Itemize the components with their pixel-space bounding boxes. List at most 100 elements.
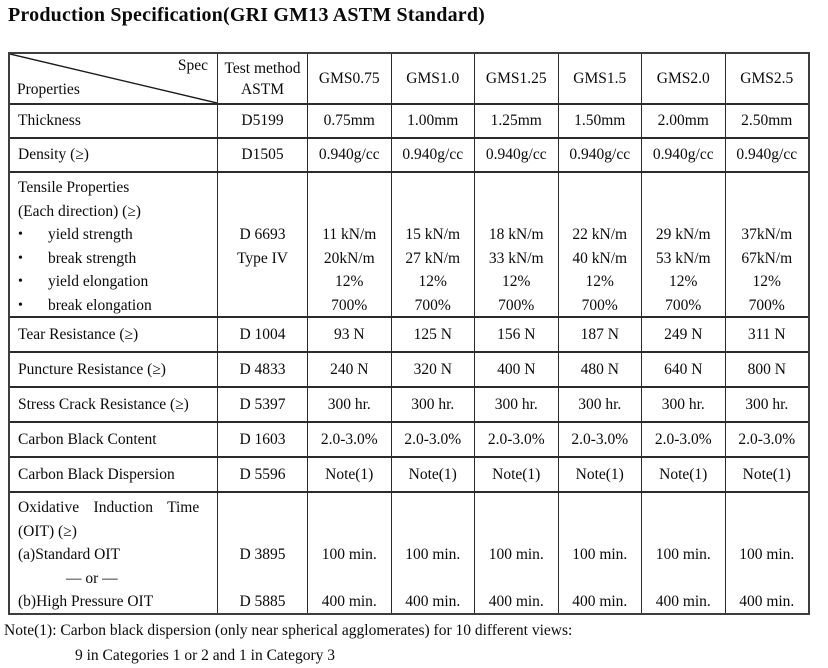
- column-header-gms1-5: GMS1.5: [557, 54, 642, 103]
- bullet-icon: •: [18, 274, 23, 289]
- property-cell: Puncture Resistance (≥): [18, 360, 166, 378]
- property-cell: Tear Resistance (≥): [18, 325, 139, 343]
- value-cell-gms1-25: 300 hr.: [474, 388, 558, 421]
- row-tensile-properties: Tensile Properties (Each direction) (≥) • y…: [10, 171, 808, 316]
- value-cell-gms0-75: 93 N: [307, 318, 391, 351]
- spec-table: Spec Properties Test method ASTM GMS0.75…: [8, 52, 810, 615]
- method-cell: D 5397: [217, 388, 307, 421]
- value-cell-gms1-5: 22 kN/m 40 kN/m 12% 700%: [557, 173, 642, 316]
- value-cell-gms1-5: 480 N: [557, 353, 642, 386]
- column-header-gms1-25: GMS1.25: [474, 54, 558, 103]
- corner-properties-label: Properties: [17, 81, 80, 98]
- value-cell-gms0-75: Note(1): [307, 458, 391, 491]
- value-cell-gms1-0: 320 N: [390, 353, 475, 386]
- bullet-icon: •: [18, 297, 23, 313]
- method-cell: D1505: [217, 139, 307, 171]
- method-cell: D 3895 D 5885: [217, 493, 307, 613]
- value-cell-gms1-0: Note(1): [390, 458, 475, 491]
- bullet-item-label: break strength: [48, 249, 137, 267]
- method-cell: D 5596: [217, 458, 307, 491]
- bullet-icon: •: [18, 227, 23, 242]
- property-cell: Carbon Black Dispersion: [18, 465, 175, 483]
- value-cell-gms2-0: Note(1): [641, 458, 725, 491]
- method-cell: D 4833: [217, 353, 307, 386]
- table-body: Thickness D5199 0.75mm 1.00mm 1.25mm 1.50mm 2.…: [10, 103, 808, 613]
- property-cell: Density (≥): [18, 146, 89, 163]
- value-cell-gms0-75: 240 N: [307, 353, 391, 386]
- column-header-gms2-0: GMS2.0: [641, 54, 725, 103]
- column-header-gms1-0: GMS1.0: [390, 54, 475, 103]
- row-carbon-black-dispersion: Carbon Black Dispersion D 5596 Note(1) Note…: [10, 456, 808, 491]
- value-cell-gms1-0: 1.00mm: [390, 105, 475, 137]
- value-cell-gms1-5: 187 N: [557, 318, 642, 351]
- row-header: Spec Properties Test method ASTM GMS0.75…: [10, 54, 808, 103]
- corner-cell: Spec Properties: [10, 54, 217, 103]
- value-cell-gms1-5: 1.50mm: [557, 105, 642, 137]
- value-cell-gms2-5: 2.0-3.0%: [724, 423, 809, 456]
- value-cell-gms1-0: 100 min. 400 min.: [390, 493, 475, 613]
- value-cell-gms1-25: 18 kN/m 33 kN/m 12% 700%: [474, 173, 558, 316]
- value-cell-gms2-5: 311 N: [724, 318, 809, 351]
- bullet-item-label: break elongation: [48, 296, 152, 314]
- value-cell-gms0-75: 0.75mm: [307, 105, 391, 137]
- value-cell-gms2-0: 29 kN/m 53 kN/m 12% 700%: [641, 173, 725, 316]
- value-cell-gms1-5: 0.940g/cc: [557, 139, 642, 171]
- corner-spec-label: Spec: [177, 57, 208, 74]
- note-line-1: Note(1): Carbon black dispersion (only n…: [4, 622, 573, 639]
- notes: Note(1): Carbon black dispersion (only n…: [4, 618, 572, 668]
- bullet-item-label: yield elongation: [48, 273, 149, 290]
- value-cell-gms1-25: Note(1): [474, 458, 558, 491]
- note-line-2: 9 in Categories 1 or 2 and 1 in Category…: [75, 647, 336, 664]
- value-cell-gms2-5: 37kN/m 67kN/m 12% 700%: [724, 173, 809, 316]
- page-title: Production Specification(GRI GM13 ASTM S…: [8, 4, 486, 26]
- value-cell-gms2-0: 100 min. 400 min.: [641, 493, 725, 613]
- value-cell-gms2-5: 100 min. 400 min.: [724, 493, 809, 613]
- property-cell: Tensile Properties (Each direction) (≥) • y…: [10, 173, 217, 316]
- value-cell-gms1-0: 2.0-3.0%: [390, 423, 475, 456]
- value-cell-gms2-0: 2.00mm: [641, 105, 725, 137]
- value-cell-gms1-0: 15 kN/m 27 kN/m 12% 700%: [390, 173, 475, 316]
- method-cell: D 6693 Type IV: [217, 173, 307, 316]
- value-cell-gms1-25: 0.940g/cc: [474, 139, 558, 171]
- bullet-item-label: yield strength: [48, 226, 133, 243]
- test-method-header-cell: Test method ASTM: [217, 54, 307, 103]
- method-cell: D 1004: [217, 318, 307, 351]
- value-cell-gms1-0: 300 hr.: [390, 388, 475, 421]
- value-cell-gms1-25: 2.0-3.0%: [474, 423, 558, 456]
- value-cell-gms1-5: 2.0-3.0%: [557, 423, 642, 456]
- value-cell-gms2-5: 2.50mm: [724, 105, 809, 137]
- value-cell-gms2-0: 2.0-3.0%: [641, 423, 725, 456]
- diagonal-divider-line: [10, 54, 217, 103]
- value-cell-gms0-75: 300 hr.: [307, 388, 391, 421]
- value-cell-gms2-5: 300 hr.: [724, 388, 809, 421]
- value-cell-gms2-0: 0.940g/cc: [641, 139, 725, 171]
- value-cell-gms2-5: 800 N: [724, 353, 809, 386]
- value-cell-gms2-0: 640 N: [641, 353, 725, 386]
- value-cell-gms1-25: 156 N: [474, 318, 558, 351]
- value-cell-gms1-25: 400 N: [474, 353, 558, 386]
- row-thickness: Thickness D5199 0.75mm 1.00mm 1.25mm 1.50mm 2.…: [10, 103, 808, 137]
- column-header-gms2-5: GMS2.5: [724, 54, 809, 103]
- row-density: Density (≥) D1505 0.940g/cc 0.940g/cc 0.940g…: [10, 137, 808, 171]
- value-cell-gms1-5: Note(1): [557, 458, 642, 491]
- value-cell-gms2-0: 249 N: [641, 318, 725, 351]
- column-header-gms0-75: GMS0.75: [307, 54, 391, 103]
- method-cell: D5199: [217, 105, 307, 137]
- property-cell: Carbon Black Content: [18, 430, 157, 448]
- value-cell-gms0-75: 11 kN/m 20kN/m 12% 700%: [307, 173, 391, 316]
- value-cell-gms0-75: 0.940g/cc: [307, 139, 391, 171]
- row-carbon-black-content: Carbon Black Content D 1603 2.0-3.0% 2.0-3.…: [10, 421, 808, 456]
- row-stress-crack-resistance: Stress Crack Resistance (≥) D 5397 300 hr.…: [10, 386, 808, 421]
- value-cell-gms0-75: 100 min. 400 min.: [307, 493, 391, 613]
- astm-header-line: ASTM: [240, 80, 285, 98]
- value-cell-gms2-5: 0.940g/cc: [724, 139, 809, 171]
- value-cell-gms1-5: 300 hr.: [557, 388, 642, 421]
- row-oxidative-induction-time: Oxidative Induction Time (OIT) (≥) (a)Stan…: [10, 491, 808, 613]
- value-cell-gms1-25: 1.25mm: [474, 105, 558, 137]
- property-cell: Stress Crack Resistance (≥): [18, 395, 189, 413]
- value-cell-gms1-0: 125 N: [390, 318, 475, 351]
- value-cell-gms2-0: 300 hr.: [641, 388, 725, 421]
- value-cell-gms1-0: 0.940g/cc: [390, 139, 475, 171]
- value-cell-gms1-25: 100 min. 400 min.: [474, 493, 558, 613]
